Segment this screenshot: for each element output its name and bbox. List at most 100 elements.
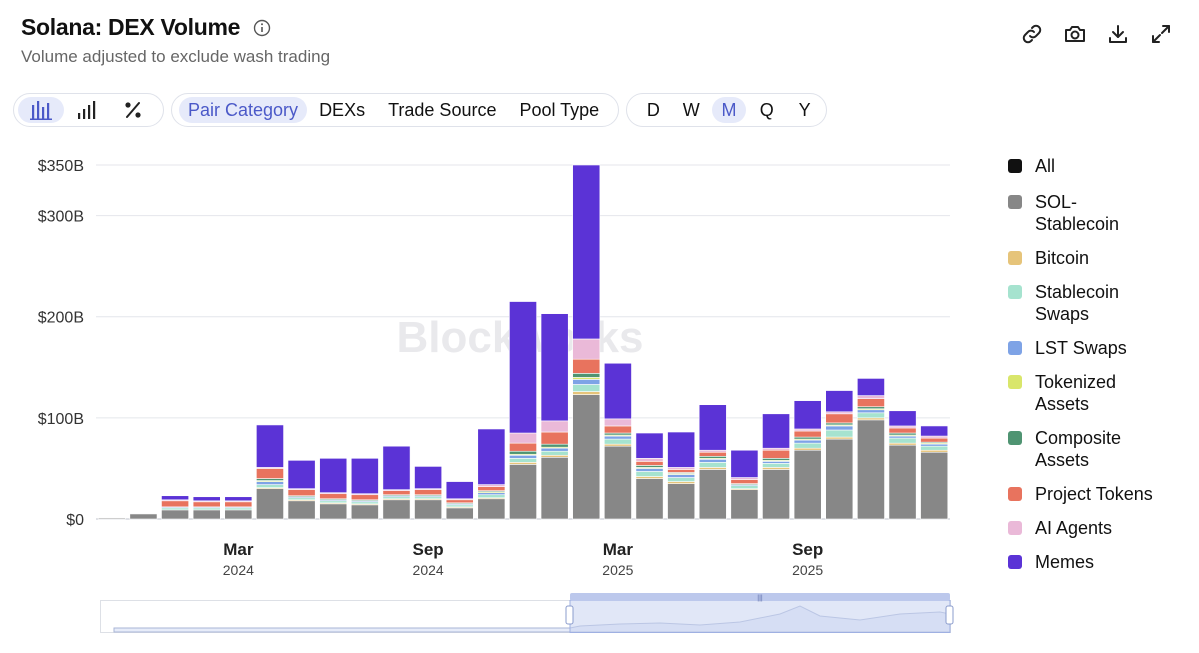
bar-segment[interactable] [635, 458, 664, 462]
bar-segment[interactable] [857, 398, 885, 408]
bar-segment[interactable] [97, 517, 126, 520]
period-q[interactable]: Q [759, 99, 774, 120]
navigator-handle-left[interactable] [565, 605, 574, 625]
bar-segment[interactable] [698, 469, 727, 520]
bar-stack[interactable] [920, 425, 949, 520]
bar-segment[interactable] [540, 450, 569, 456]
range-navigator[interactable]: ||| [100, 592, 960, 636]
bar-segment[interactable] [287, 497, 316, 501]
bar-segment[interactable] [161, 495, 189, 501]
bar-segment[interactable] [572, 377, 601, 380]
bar-segment[interactable] [667, 474, 696, 478]
bar-segment[interactable] [287, 489, 316, 497]
bar-segment[interactable] [572, 338, 601, 360]
bar-segment[interactable] [857, 395, 885, 399]
bar-segment[interactable] [857, 406, 885, 410]
bar-segment[interactable] [572, 379, 601, 385]
info-icon[interactable] [253, 19, 271, 37]
bar-segment[interactable] [698, 451, 727, 457]
bar-segment[interactable] [256, 484, 284, 488]
bar-stack[interactable] [97, 517, 126, 520]
legend-item[interactable]: All [1008, 155, 1055, 177]
bar-segment[interactable] [509, 432, 537, 444]
bar-segment[interactable] [540, 456, 569, 520]
bar-segment[interactable] [667, 469, 696, 473]
bar-segment[interactable] [920, 451, 949, 520]
bar-segment[interactable] [825, 390, 854, 413]
bar-segment[interactable] [572, 358, 601, 374]
bar-segment[interactable] [762, 458, 790, 461]
bar-segment[interactable] [477, 494, 506, 499]
bar-stack[interactable] [603, 362, 632, 520]
bar-stack[interactable] [414, 466, 443, 520]
bar-segment[interactable] [603, 362, 632, 420]
bar-stack[interactable] [540, 313, 569, 520]
bar-segment[interactable] [793, 428, 822, 432]
bar-segment[interactable] [319, 458, 348, 493]
bar-segment[interactable] [667, 467, 696, 470]
bar-segment[interactable] [635, 432, 664, 459]
bar-segment[interactable] [635, 471, 664, 477]
bar-stack[interactable] [224, 496, 253, 520]
bar-segment[interactable] [319, 500, 348, 504]
bar-segment[interactable] [477, 484, 506, 487]
bar-segment[interactable] [382, 445, 411, 490]
bar-stack[interactable] [793, 400, 822, 520]
bar-segment[interactable] [540, 313, 569, 422]
bar-segment[interactable] [603, 445, 632, 520]
bar-segment[interactable] [762, 449, 790, 459]
navigator-handle-right[interactable] [945, 605, 954, 625]
legend-item[interactable]: Tokenized Assets [1008, 371, 1135, 415]
bar-segment[interactable] [445, 499, 474, 504]
period-w[interactable]: W [682, 99, 700, 120]
bar-segment[interactable] [920, 443, 949, 447]
bar-stack[interactable] [762, 413, 790, 520]
bar-segment[interactable] [730, 449, 759, 478]
bar-segment[interactable] [350, 501, 379, 505]
bar-segment[interactable] [667, 431, 696, 468]
bar-segment[interactable] [920, 435, 949, 439]
bar-segment[interactable] [635, 476, 664, 479]
bar-segment[interactable] [857, 378, 885, 396]
bar-segment[interactable] [825, 436, 854, 440]
bar-stack[interactable] [382, 445, 411, 520]
camera-icon[interactable] [1063, 22, 1087, 46]
bar-segment[interactable] [730, 485, 759, 489]
tab-dexs[interactable]: DEXs [319, 99, 366, 120]
bar-segment[interactable] [825, 429, 854, 438]
bar-stack[interactable] [319, 458, 348, 520]
bar-segment[interactable] [793, 447, 822, 451]
bar-segment[interactable] [350, 458, 379, 495]
bar-segment[interactable] [603, 418, 632, 427]
bar-stack[interactable] [888, 410, 917, 520]
bar-stack[interactable] [192, 496, 221, 520]
bar-segment[interactable] [635, 478, 664, 520]
bar-segment[interactable] [509, 454, 537, 459]
bar-segment[interactable] [698, 459, 727, 463]
bar-segment[interactable] [635, 461, 664, 466]
bar-segment[interactable] [857, 419, 885, 520]
bar-segment[interactable] [192, 496, 221, 502]
bar-segment[interactable] [129, 513, 158, 520]
bar-segment[interactable] [540, 454, 569, 458]
chart-type-ascending-button[interactable] [64, 97, 110, 123]
bar-segment[interactable] [540, 443, 569, 448]
bar-segment[interactable] [857, 409, 885, 414]
bar-segment[interactable] [603, 438, 632, 445]
bar-segment[interactable] [603, 432, 632, 436]
bar-segment[interactable] [825, 422, 854, 426]
bar-segment[interactable] [192, 501, 221, 508]
bar-segment[interactable] [319, 503, 348, 520]
bar-segment[interactable] [698, 462, 727, 468]
legend-item[interactable]: Composite Assets [1008, 427, 1135, 471]
bar-segment[interactable] [572, 384, 601, 392]
navigator-selection[interactable] [569, 600, 951, 633]
bar-segment[interactable] [667, 477, 696, 482]
legend-item[interactable]: Stablecoin Swaps [1008, 281, 1135, 325]
download-icon[interactable] [1106, 22, 1130, 46]
bar-segment[interactable] [762, 467, 790, 470]
bar-segment[interactable] [698, 467, 727, 470]
bar-segment[interactable] [540, 431, 569, 445]
bar-segment[interactable] [762, 463, 790, 468]
legend-item[interactable]: Project Tokens [1008, 483, 1153, 505]
